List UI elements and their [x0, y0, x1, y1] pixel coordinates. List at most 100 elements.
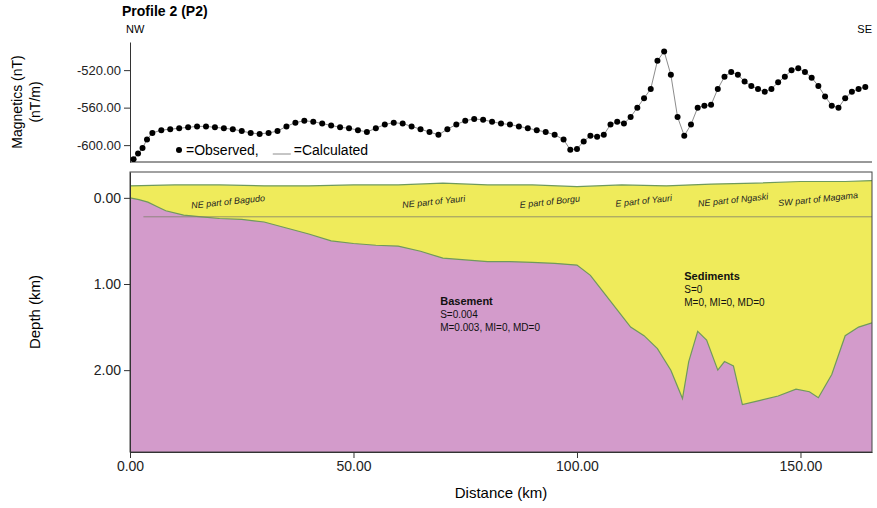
- tick: 2.00: [94, 362, 130, 378]
- observed-point: [135, 151, 141, 157]
- tick-label: 1.00: [94, 276, 121, 292]
- tick-label: 0.00: [117, 458, 144, 474]
- observed-point: [319, 121, 325, 127]
- observed-point: [695, 105, 701, 111]
- layer-area: [130, 198, 872, 452]
- block-label: NE part of Ngaski: [698, 191, 770, 208]
- observed-point: [768, 86, 774, 92]
- tick-mark: [124, 145, 130, 146]
- observed-point: [789, 67, 795, 73]
- tick: 100.00: [556, 452, 599, 474]
- observed-point: [507, 122, 513, 128]
- observed-point: [534, 127, 540, 133]
- y-axis: -520.00 -560.00 -600.00: [77, 43, 131, 163]
- observed-point: [409, 123, 415, 129]
- observed-point: [621, 121, 627, 127]
- observed-point: [614, 119, 620, 125]
- observed-point: [681, 133, 687, 139]
- observed-point: [131, 156, 137, 162]
- block-boundary: [143, 216, 872, 217]
- legend-label: =Calculated: [294, 142, 368, 158]
- observed-point: [601, 132, 607, 138]
- layer-boundary: [130, 198, 872, 405]
- observed-point: [453, 122, 459, 128]
- observed-point: [257, 131, 263, 137]
- observed-point: [480, 117, 486, 123]
- observed-point: [608, 122, 614, 128]
- observed-point: [489, 119, 495, 125]
- axis-title: Magnetics (nT): [9, 55, 25, 148]
- observed-point: [516, 123, 522, 129]
- block-label: E part of Yauri: [615, 193, 673, 209]
- observed-point: [829, 103, 835, 109]
- observed-point: [543, 129, 549, 135]
- observed-point: [822, 93, 828, 99]
- direction-label: SE: [857, 23, 872, 35]
- tick-mark: [124, 284, 130, 285]
- tick: 150.00: [780, 452, 823, 474]
- axis-line: [130, 162, 872, 163]
- legend: =Observed, =Calculated: [176, 142, 368, 158]
- tick: -600.00: [77, 138, 130, 153]
- x-axis: 0.0050.00100.00150.00: [117, 452, 873, 474]
- block-label: NE part of Bagudo: [191, 193, 266, 211]
- observed-point: [628, 114, 634, 120]
- observed-point: [634, 105, 640, 111]
- tick-mark: [124, 370, 130, 371]
- block-label: SW part of Magama: [778, 190, 859, 208]
- observed-point: [815, 83, 821, 89]
- observed-point: [748, 83, 754, 89]
- tick: -520.00: [77, 63, 130, 78]
- observed-point: [728, 69, 734, 75]
- observed-point: [144, 137, 150, 143]
- block-label: NE part of Yauri: [402, 193, 467, 210]
- observed-point: [248, 130, 254, 136]
- observed-point: [648, 86, 654, 92]
- observed-point: [337, 124, 343, 130]
- tick-label: -600.00: [77, 138, 121, 153]
- observed-point: [795, 65, 801, 71]
- observed-point: [835, 105, 841, 111]
- tick-mark: [124, 198, 130, 199]
- direction-label: NW: [126, 23, 145, 35]
- axis-line: [130, 173, 131, 453]
- calculated-line: [134, 51, 866, 159]
- observed-point: [221, 125, 227, 131]
- observed-point: [668, 72, 674, 78]
- observed-point: [346, 125, 352, 131]
- observed-point: [140, 145, 146, 151]
- layer-params: S=0.004: [440, 309, 478, 320]
- observed-point: [239, 128, 245, 134]
- observed-point: [842, 95, 848, 101]
- observed-point: [552, 132, 558, 138]
- observed-point: [444, 126, 450, 132]
- observed-point: [400, 121, 406, 127]
- observed-point: [176, 125, 182, 131]
- axis-title: (nT/m): [27, 81, 43, 122]
- observed-point: [230, 126, 236, 132]
- observed-point: [701, 103, 707, 109]
- observed-point: [373, 125, 379, 131]
- observed-point: [809, 75, 815, 81]
- observed-point: [167, 126, 173, 132]
- legend-label: =Observed,: [186, 142, 259, 158]
- observed-point: [283, 123, 289, 129]
- tick-label: -520.00: [77, 63, 121, 78]
- tick: -560.00: [77, 100, 130, 115]
- tick-label: 0.00: [94, 190, 121, 206]
- tick-label: 100.00: [556, 458, 599, 474]
- tick: 0.00: [117, 452, 144, 474]
- observed-point: [525, 125, 531, 131]
- observed-point: [708, 102, 714, 108]
- observed-point: [310, 119, 316, 125]
- layer-label: Basement: [440, 295, 493, 307]
- layer-area: [130, 181, 872, 452]
- observed-point: [721, 74, 727, 80]
- tick-mark: [124, 70, 130, 71]
- observed-point: [661, 48, 667, 54]
- observed-point: [849, 89, 855, 95]
- observed-point: [149, 130, 155, 136]
- observed-point: [364, 129, 370, 135]
- tick-label: 150.00: [780, 458, 823, 474]
- observed-point: [355, 127, 361, 133]
